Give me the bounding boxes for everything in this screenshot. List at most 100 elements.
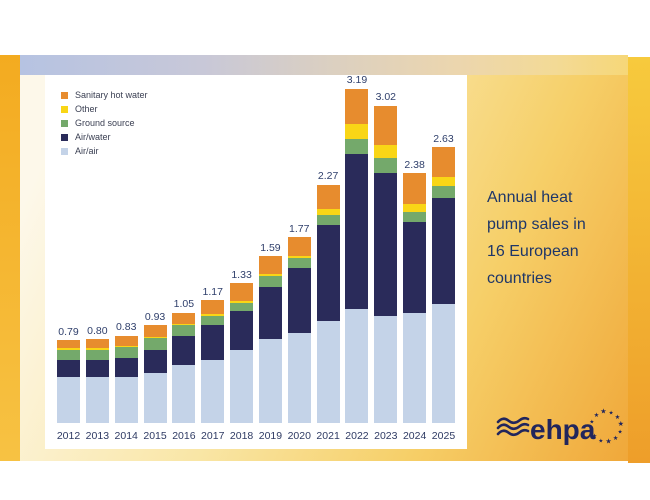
bar-segment-air-water — [201, 325, 225, 360]
bar-stack — [85, 339, 109, 423]
bar-stack — [374, 105, 398, 423]
bar-total-label: 0.79 — [58, 325, 79, 338]
bar-segment-ground-source — [172, 325, 196, 336]
bar-column: 3.02 2023 — [374, 75, 397, 449]
bar-segment-sanitary-hot-water — [403, 173, 427, 204]
bar-segment-sanitary-hot-water — [287, 237, 311, 257]
bar-segment-other — [85, 348, 109, 350]
bar-segment-air-air — [114, 376, 138, 423]
bar-segment-air-water — [431, 198, 455, 305]
legend-label: Sanitary hot water — [75, 90, 148, 100]
bar-segment-air-water — [287, 267, 311, 333]
bar-column: 2.27 2021 — [316, 75, 340, 449]
bar-segment-ground-source — [230, 303, 254, 311]
bar-column: 2.63 2025 — [432, 75, 455, 449]
bar-stack — [345, 88, 369, 424]
bar-column: 2.38 2024 — [403, 75, 426, 449]
legend-swatch-icon — [61, 92, 68, 99]
bar-segment-air-air — [316, 321, 340, 423]
bar-segment-sanitary-hot-water — [316, 184, 340, 209]
bar-segment-other — [316, 208, 340, 216]
x-axis-year-label: 2020 — [287, 430, 311, 442]
bar-total-label: 3.19 — [346, 74, 368, 86]
bar-segment-air-water — [114, 357, 138, 377]
legend-swatch-icon — [61, 134, 68, 141]
bar-segment-sanitary-hot-water — [431, 147, 455, 178]
bar-segment-ground-source — [316, 215, 340, 225]
bar-segment-other — [287, 256, 311, 259]
legend-swatch-icon — [61, 120, 68, 127]
bar-segment-air-water — [374, 173, 398, 316]
bar-total-label: 1.05 — [173, 298, 195, 311]
eu-star: ★ — [609, 410, 614, 416]
bar-column: 1.05 2016 — [172, 75, 195, 449]
bar-column: 0.93 2015 — [143, 75, 167, 449]
legend-label: Ground source — [75, 118, 135, 128]
bar-column: 1.59 2019 — [259, 75, 282, 449]
bar-total-label: 2.38 — [404, 158, 425, 171]
bar-segment-ground-source — [114, 347, 138, 358]
eu-stars-icon: ★★ ★ ★★★★★★★★ — [589, 407, 624, 446]
x-axis-year-label: 2025 — [431, 430, 456, 442]
bar-segment-other — [114, 346, 138, 348]
bar-segment-air-water — [85, 360, 109, 377]
bar-segment-other — [345, 124, 369, 139]
bar-segment-air-water — [143, 349, 167, 373]
bar-total-label: 2.63 — [433, 132, 454, 145]
bar-total-label: 1.77 — [289, 222, 310, 235]
x-axis-year-label: 2024 — [402, 430, 427, 442]
slide-title-line: Annual heat — [487, 189, 573, 206]
waves-icon — [496, 416, 530, 437]
bar-column: 1.17 2017 — [201, 75, 224, 449]
legend-item: Air/water — [61, 133, 148, 142]
bar-segment-sanitary-hot-water — [85, 339, 109, 349]
x-axis-year-label: 2016 — [172, 430, 196, 442]
slide-title-line: countries — [487, 270, 552, 287]
chart-legend: Sanitary hot water Other Ground source Air/… — [61, 91, 148, 161]
bar-segment-ground-source — [287, 258, 311, 268]
bar-total-label: 0.83 — [115, 321, 137, 334]
bar-segment-ground-source — [258, 276, 282, 287]
eu-star: ★ — [618, 430, 623, 436]
bar-total-label: 3.02 — [375, 91, 396, 104]
bar-stack — [57, 340, 80, 423]
bar-segment-ground-source — [431, 185, 455, 199]
bar-segment-sanitary-hot-water — [143, 325, 167, 337]
x-axis-year-label: 2015 — [143, 430, 167, 442]
bar-column: 0.79 2012 — [57, 75, 80, 449]
eu-star: ★ — [594, 412, 600, 419]
bar-segment-other — [258, 273, 282, 276]
bar-segment-other — [230, 301, 254, 304]
bar-stack — [172, 312, 196, 423]
eu-star: ★ — [600, 407, 606, 416]
bar-segment-air-water — [403, 222, 427, 313]
bar-segment-air-air — [172, 365, 196, 423]
bar-segment-sanitary-hot-water — [114, 335, 138, 347]
legend-item: Air/air — [61, 147, 148, 156]
chart-panel: Sanitary hot water Other Ground source Air/… — [45, 75, 467, 449]
slide-title-line: pump sales in — [487, 216, 586, 233]
slide-background: Sanitary hot water Other Ground source Air/… — [0, 55, 650, 463]
bar-segment-other — [201, 313, 225, 317]
bar-segment-air-water — [316, 224, 340, 322]
bar-segment-ground-source — [201, 316, 225, 326]
legend-swatch-icon — [61, 106, 68, 113]
eu-star: ★ — [613, 435, 619, 442]
bar-column: 1.33 2018 — [230, 75, 253, 449]
x-axis-year-label: 2018 — [229, 430, 254, 442]
bar-segment-air-air — [374, 315, 398, 423]
bar-segment-other — [403, 203, 427, 212]
bar-total-label: 1.17 — [202, 285, 223, 298]
x-axis-year-label: 2013 — [85, 430, 110, 442]
bar-segment-other — [431, 177, 455, 186]
eu-star: ★ — [618, 419, 624, 428]
bar-segment-other — [172, 324, 196, 326]
bar-column: 0.83 2014 — [115, 75, 138, 449]
top-gradient-band — [20, 55, 628, 75]
x-axis-year-label: 2017 — [201, 430, 225, 442]
left-gold-strip — [0, 55, 20, 461]
bar-segment-air-air — [287, 332, 311, 423]
x-axis-year-label: 2023 — [374, 430, 398, 442]
bar-stack — [230, 283, 254, 423]
legend-item: Ground source — [61, 119, 148, 128]
